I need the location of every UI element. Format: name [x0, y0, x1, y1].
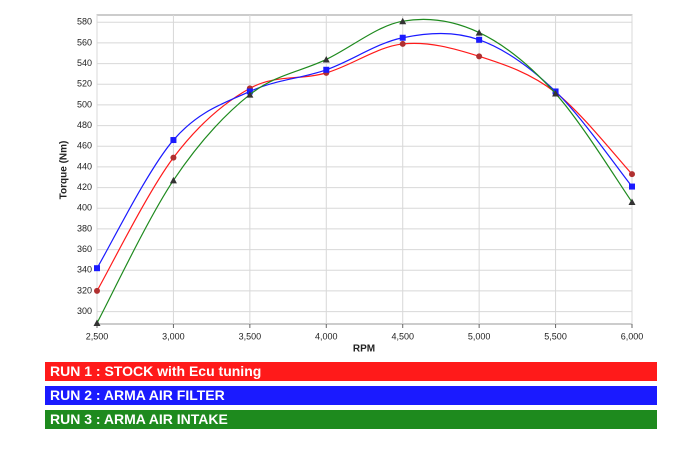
marker [169, 176, 177, 184]
x-tick-label: 4,500 [391, 331, 414, 341]
marker [246, 91, 254, 98]
marker [476, 36, 483, 43]
marker [628, 198, 636, 206]
marker [475, 29, 483, 36]
y-tick-label: 540 [77, 58, 92, 68]
y-tick-label: 520 [77, 79, 92, 89]
y-tick-label: 300 [77, 306, 92, 316]
y-tick-label: 340 [77, 265, 92, 275]
y-tick-label: 360 [77, 244, 92, 254]
y-axis-title: Torque (Nm) [59, 141, 70, 200]
marker [170, 154, 177, 161]
y-tick-label: 480 [77, 120, 92, 130]
y-tick-label: 380 [77, 223, 92, 233]
x-tick-label: 6,000 [621, 331, 644, 341]
marker [323, 66, 330, 73]
marker [629, 183, 635, 190]
x-tick-label: 2,500 [86, 331, 109, 341]
y-tick-label: 420 [77, 182, 92, 192]
y-tick-label: 460 [77, 141, 92, 151]
marker [322, 55, 330, 63]
marker [93, 319, 101, 326]
marker [170, 137, 177, 144]
x-tick-label: 4,000 [315, 331, 338, 341]
marker [399, 17, 407, 25]
legend-label: RUN 1 : STOCK with Ecu tuning [50, 363, 261, 379]
legend-swatch [45, 362, 657, 381]
marker [399, 34, 406, 41]
y-tick-label: 440 [77, 161, 92, 171]
legend-label: RUN 2 : ARMA AIR FILTER [50, 387, 225, 403]
plot-area [96, 14, 633, 325]
x-tick-label: 3,500 [239, 331, 262, 341]
marker [552, 90, 560, 97]
marker [94, 287, 100, 294]
y-tick-label: 400 [77, 203, 92, 213]
marker [94, 265, 100, 272]
y-tick-label: 320 [77, 285, 92, 295]
y-tick-label: 580 [77, 17, 92, 27]
legend-swatch [45, 386, 657, 405]
x-tick-label: 3,000 [162, 331, 185, 341]
y-tick-label: 560 [77, 37, 92, 47]
legend-swatch [45, 410, 657, 429]
y-tick-label: 500 [77, 99, 92, 109]
marker [399, 40, 406, 47]
marker [629, 171, 635, 178]
x-axis-title: RPM [353, 344, 375, 355]
marker [476, 53, 483, 60]
x-tick-label: 5,500 [544, 331, 567, 341]
legend-label: RUN 3 : ARMA AIR INTAKE [50, 411, 228, 427]
x-tick-label: 5,000 [468, 331, 491, 341]
